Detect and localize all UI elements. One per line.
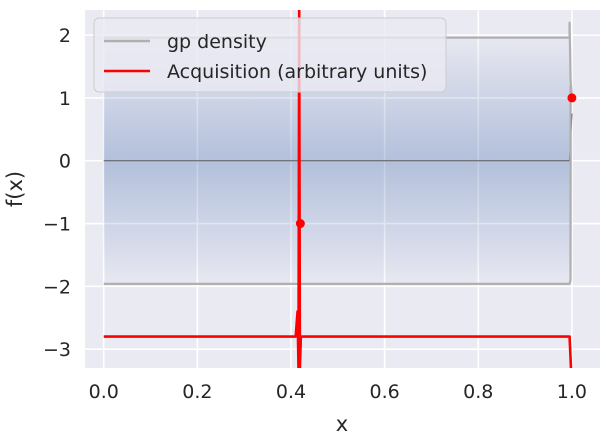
- y-axis-label: f(x): [3, 171, 27, 207]
- tick-labels: 0.0 0.2 0.4 0.6 0.8 1.0 −3 −2 −1 0 1 2: [43, 25, 587, 403]
- y-tick-label: −2: [43, 276, 71, 298]
- legend-label-gp-density: gp density: [167, 31, 267, 53]
- legend: gp density Acquisition (arbitrary units): [93, 17, 447, 93]
- x-tick-label: 1.0: [557, 381, 587, 403]
- x-tick-label: 0.0: [89, 381, 119, 403]
- series-lower-bound: [103, 85, 572, 285]
- series-acquisition: [103, 10, 573, 368]
- x-tick-label: 0.6: [370, 381, 400, 403]
- y-tick-label: 1: [59, 88, 71, 110]
- y-tick-label: −3: [43, 339, 71, 361]
- y-tick-label: 2: [59, 25, 71, 47]
- observation-point: [295, 219, 305, 229]
- x-tick-label: 0.8: [463, 381, 493, 403]
- y-tick-label: −1: [43, 214, 71, 236]
- x-axis-label: x: [336, 412, 348, 436]
- x-tick-label: 0.4: [276, 381, 306, 403]
- legend-box: [93, 17, 447, 93]
- legend-label-acquisition: Acquisition (arbitrary units): [167, 61, 427, 83]
- x-tick-label: 0.2: [182, 381, 212, 403]
- y-tick-label: 0: [59, 151, 71, 173]
- observation-point: [567, 93, 577, 103]
